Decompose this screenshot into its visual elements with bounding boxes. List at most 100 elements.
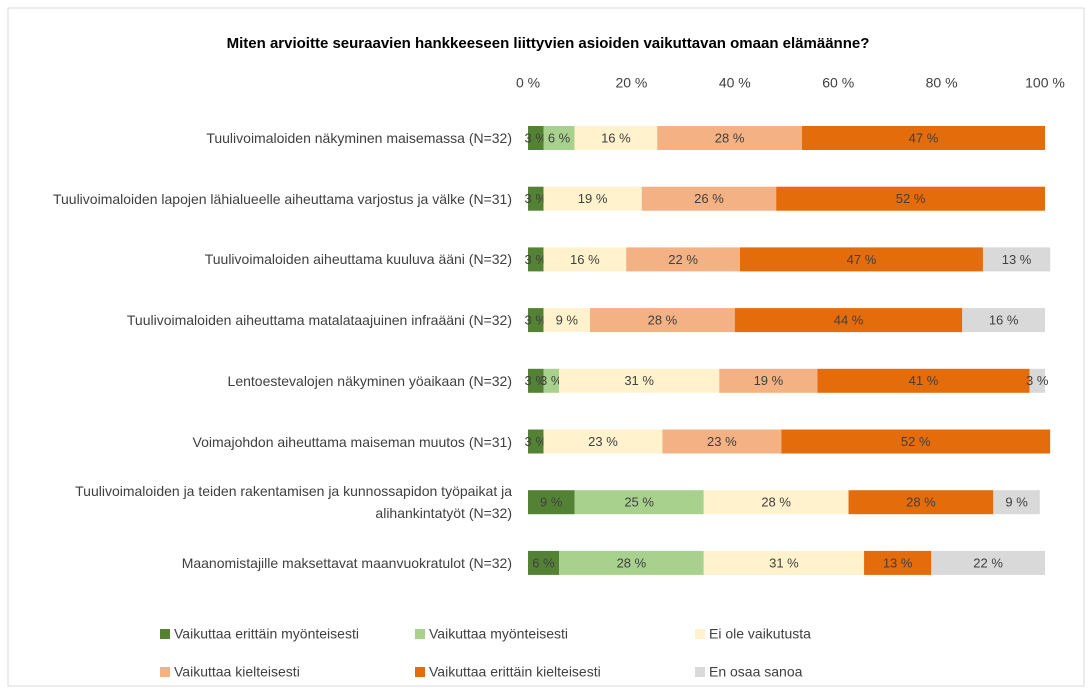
bar-segment [528,308,544,333]
bar-segment [848,490,994,515]
data-label: 16 % [989,313,1019,328]
bar-segment [528,247,544,272]
data-label: 3 % [525,313,548,328]
legend-swatch [160,629,170,639]
bar-segment [802,126,1045,150]
bar-segment [641,186,777,211]
bar-segment [703,490,849,515]
x-tick-label: 20 % [615,75,647,91]
bar-segment [543,368,560,393]
bar-segment [528,429,544,454]
bar-segment [528,368,544,393]
data-label: 44 % [834,313,864,328]
data-label: 16 % [601,130,631,145]
data-label: 22 % [973,555,1003,570]
data-label: 6 % [532,555,555,570]
bar-segment [626,247,740,272]
data-label: 3 % [1026,373,1049,388]
data-label: 41 % [909,373,939,388]
bar-segment [931,550,1045,575]
data-label: 9 % [1005,495,1028,510]
legend-label: Vaikuttaa myönteisesti [429,626,568,642]
bar-segment [543,429,663,454]
category-label: Maanomistajille maksettavat maanvuokratu… [181,554,512,571]
data-label: 22 % [668,252,698,267]
data-label: 23 % [707,434,737,449]
bar-segment [543,247,627,272]
data-label: 13 % [1002,252,1032,267]
data-label: 3 % [540,373,563,388]
legend-label: Vaikuttaa kielteisesti [174,664,300,680]
bar-segment [962,308,1045,333]
category-label: Tuulivoimaloiden ja teiden rakentamisen … [75,483,512,522]
bar-segment [559,550,704,575]
category-label: Tuulivoimaloiden näkyminen maisemassa (N… [206,130,512,146]
bar-segment [590,308,735,333]
data-label: 13 % [883,555,913,570]
data-label: 52 % [901,434,931,449]
data-label: 9 % [540,495,563,510]
bar-segment [528,126,544,150]
data-label: 19 % [578,191,608,206]
data-label: 3 % [525,130,548,145]
data-label: 3 % [525,252,548,267]
category-label: Tuulivoimaloiden lapojen lähialueelle ai… [52,190,512,207]
bar-segment [574,126,658,150]
data-label: 6 % [548,130,571,145]
bar-segment [543,186,642,211]
bar-segment [703,550,865,575]
bar-segment [528,490,575,515]
legend-swatch [415,667,425,677]
legend-swatch [695,667,705,677]
x-tick-label: 40 % [719,75,751,91]
legend-label: Ei ole vaikutusta [709,626,811,642]
bar-segment [543,308,591,333]
category-label: Tuulivoimaloiden aiheuttama matalataajui… [126,312,512,329]
bar-segment [528,186,544,211]
legend-label: En osaa sanoa [709,664,803,680]
data-label: 9 % [556,313,579,328]
bar-segment [1029,368,1045,393]
data-label: 28 % [906,495,936,510]
bar-segment [543,126,575,150]
bar-segment [982,247,1051,272]
bar-segment [559,368,720,393]
bar-segment [864,550,932,575]
legend-swatch [415,629,425,639]
data-label: 3 % [525,434,548,449]
category-label: Voimajohdon aiheuttama maiseman muutos (… [192,433,512,450]
bar-segment [662,429,782,454]
data-label: 28 % [617,555,647,570]
data-label: 31 % [624,373,654,388]
data-label: 31 % [769,555,799,570]
bar-segment [739,247,983,272]
legend-label: Vaikuttaa erittäin myönteisesti [174,626,359,642]
data-label: 28 % [715,130,745,145]
data-label: 28 % [648,313,678,328]
data-label: 23 % [588,434,618,449]
data-label: 19 % [754,373,784,388]
bar-segment [781,429,1051,454]
legend-swatch [160,667,170,677]
category-label: Lentoestevalojen näkyminen yöaikaan (N=3… [227,372,512,389]
chart-border [7,7,1085,687]
x-tick-label: 0 % [516,75,540,91]
bar-segment [719,368,818,393]
chart-title: Miten arvioitte seuraavien hankkeeseen l… [227,35,870,52]
category-label: Tuulivoimaloiden aiheuttama kuuluva ääni… [204,251,512,268]
legend-swatch [695,629,705,639]
data-label: 25 % [624,495,654,510]
bar-segment [817,368,1030,393]
data-label: 16 % [570,252,600,267]
x-tick-label: 100 % [1025,75,1065,91]
bar-segment [993,490,1040,515]
data-label: 47 % [847,252,877,267]
legend-label: Vaikuttaa erittäin kielteisesti [429,664,601,680]
bar-segment [528,550,560,575]
bar-segment [734,308,963,333]
x-tick-label: 80 % [926,75,958,91]
data-label: 47 % [909,130,939,145]
x-tick-label: 60 % [822,75,854,91]
